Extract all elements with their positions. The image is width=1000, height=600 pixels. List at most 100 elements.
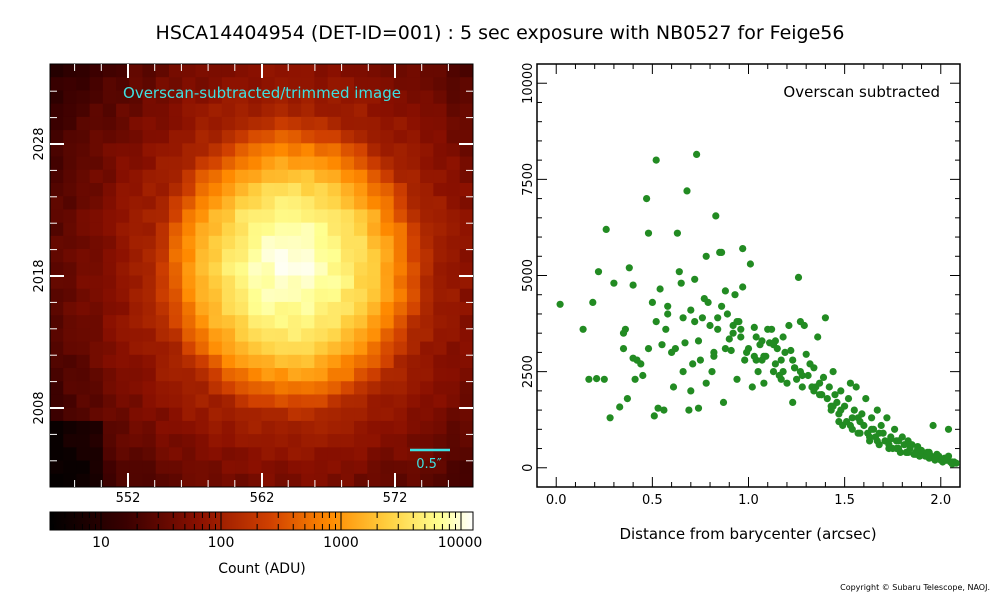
heatmap-pixel [367, 64, 381, 78]
heatmap-pixel [446, 341, 461, 356]
heatmap-pixel [195, 354, 210, 369]
heatmap-pixel [129, 407, 144, 422]
heatmap-pixel [116, 103, 130, 118]
scatter-point [619, 345, 628, 353]
heatmap-pixel [182, 90, 196, 105]
heatmap-pixel [406, 315, 421, 329]
scatter-point [664, 302, 672, 310]
heatmap-pixel [459, 77, 474, 91]
heatmap-pixel [182, 209, 196, 224]
heatmap-pixel [129, 301, 144, 316]
heatmap-pixel [420, 473, 434, 488]
heatmap-pixel [208, 196, 223, 210]
heatmap-pixel [116, 368, 130, 382]
heatmap-pixel [63, 116, 77, 131]
heatmap-pixel [446, 262, 461, 276]
heatmap-pixel [195, 143, 210, 158]
heatmap-pixel [155, 434, 170, 448]
heatmap-pixel [102, 301, 117, 316]
heatmap-pixel [314, 182, 329, 197]
scatter-point [823, 395, 831, 403]
heatmap-pixel [195, 394, 210, 409]
heatmap-pixel [208, 368, 223, 382]
heatmap-pixel [63, 447, 77, 462]
heatmap-pixel [89, 143, 104, 158]
heatmap-pixel [195, 222, 210, 237]
heatmap-pixel [102, 77, 117, 91]
heatmap-pixel [248, 222, 262, 237]
heatmap-pixel [50, 116, 64, 131]
heatmap-pixel [182, 222, 196, 237]
heatmap-pixel [235, 368, 249, 382]
heatmap-pixel [261, 130, 276, 144]
heatmap-pixel [433, 420, 448, 435]
heatmap-pixel [327, 275, 342, 290]
heatmap-pixel [261, 407, 276, 422]
heatmap-pixel [367, 473, 381, 488]
heatmap-pixel [248, 169, 262, 184]
scatter-point [904, 448, 912, 456]
heatmap-pixel [195, 262, 210, 276]
heatmap-pixel [235, 182, 249, 197]
heatmap-pixel [155, 249, 170, 263]
heatmap-pixel [89, 249, 104, 263]
heatmap-pixel [406, 473, 421, 488]
heatmap-pixel [142, 90, 157, 105]
heatmap-pixel [235, 262, 249, 276]
heatmap-pixel [393, 275, 408, 290]
heatmap-pixel [393, 209, 408, 224]
image-x-tick-label: 552 [116, 491, 141, 506]
scatter-point [868, 425, 876, 433]
heatmap-pixel [116, 473, 130, 488]
heatmap-pixel [235, 235, 249, 250]
heatmap-pixel [168, 169, 183, 184]
heatmap-pixel [195, 116, 210, 131]
scatter-point [777, 356, 785, 364]
heatmap-pixel [102, 447, 117, 462]
scatter-point [846, 421, 855, 430]
heatmap-pixel [301, 341, 315, 356]
heatmap-pixel [340, 394, 355, 409]
heatmap-pixel [287, 182, 302, 197]
heatmap-pixel [274, 103, 289, 118]
heatmap-pixel [155, 90, 170, 105]
heatmap-pixel [261, 394, 276, 409]
y-tick-label: 2500 [521, 355, 536, 388]
heatmap-pixel [89, 354, 104, 369]
heatmap-pixel [63, 130, 77, 144]
heatmap-pixel [459, 434, 474, 448]
heatmap-pixel [406, 328, 421, 343]
heatmap-pixel [287, 262, 302, 276]
y-tick-label: 10000 [521, 63, 536, 104]
heatmap-pixel [129, 156, 144, 171]
heatmap-pixel [406, 222, 421, 237]
heatmap-pixel [420, 90, 434, 105]
scatter-point [654, 404, 662, 412]
heatmap-pixel [459, 209, 474, 224]
heatmap-pixel [406, 368, 421, 382]
heatmap-pixel [314, 156, 329, 171]
heatmap-pixel [340, 156, 355, 171]
heatmap-pixel [195, 182, 210, 197]
heatmap-pixel [102, 209, 117, 224]
image-x-tick-label: 562 [250, 491, 275, 506]
heatmap-pixel [287, 434, 302, 448]
heatmap-pixel [380, 209, 395, 224]
heatmap-pixel [235, 407, 249, 422]
heatmap-pixel [393, 262, 408, 276]
heatmap-pixel [380, 394, 395, 409]
heatmap-pixel [380, 64, 395, 78]
heatmap-pixel [195, 420, 210, 435]
heatmap-pixel [129, 354, 144, 369]
scatter-point [948, 458, 956, 466]
heatmap-pixel [142, 368, 157, 382]
heatmap-pixel [168, 407, 183, 422]
heatmap-pixel [393, 222, 408, 237]
scatter-point [892, 444, 901, 453]
heatmap-pixel [235, 196, 249, 210]
heatmap-pixel [354, 90, 368, 105]
scatter-point [741, 356, 749, 364]
heatmap-pixel [235, 381, 249, 395]
heatmap-pixel [446, 381, 461, 395]
heatmap-pixel [129, 473, 144, 488]
